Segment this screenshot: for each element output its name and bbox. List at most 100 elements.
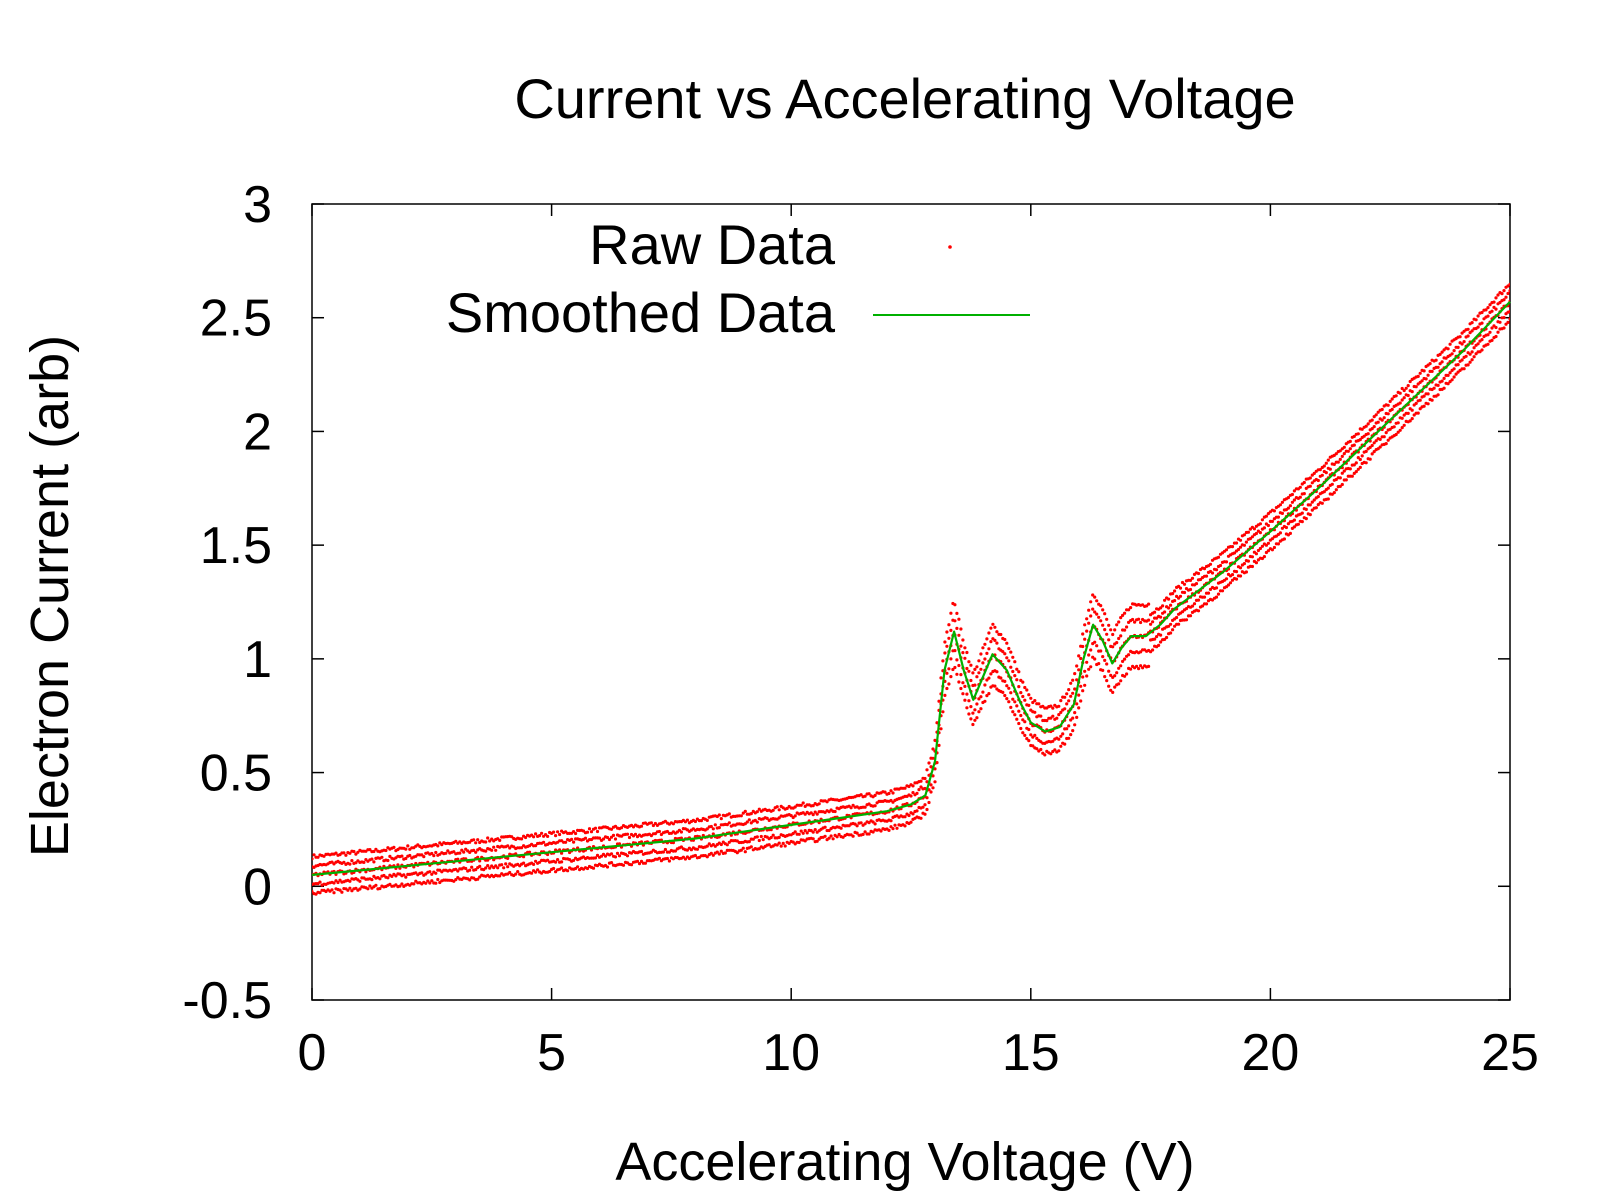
raw-data-point: [1238, 574, 1243, 578]
raw-data-point: [1083, 623, 1087, 627]
raw-data-point: [1119, 634, 1123, 638]
raw-data-point: [368, 884, 372, 888]
raw-data-point: [1292, 489, 1296, 493]
raw-data-point: [1264, 514, 1268, 518]
raw-data-point: [751, 837, 755, 841]
raw-data-point: [1310, 500, 1314, 504]
raw-data-point: [987, 631, 991, 635]
raw-data-point: [1382, 435, 1386, 439]
raw-data-point: [1272, 509, 1276, 513]
raw-data-point: [404, 856, 408, 861]
raw-data-point: [961, 681, 965, 685]
raw-data-point: [534, 870, 538, 874]
raw-data-point: [1486, 342, 1490, 346]
raw-data-point: [1167, 624, 1171, 628]
raw-data-point: [474, 841, 478, 845]
raw-data-point: [1292, 518, 1296, 522]
raw-data-point: [1348, 439, 1352, 443]
raw-data-point: [1015, 704, 1019, 708]
raw-data-point: [1025, 688, 1029, 692]
raw-data-point: [1182, 590, 1187, 595]
raw-data-point: [979, 695, 983, 699]
raw-data-point: [1031, 744, 1035, 748]
raw-data-point: [1256, 548, 1260, 553]
raw-data-point: [1350, 474, 1354, 478]
raw-data-point: [1103, 675, 1107, 679]
raw-data-point: [1202, 595, 1207, 599]
raw-data-point: [1169, 631, 1173, 635]
raw-data-point: [1121, 659, 1125, 664]
raw-data-point: [933, 780, 937, 784]
raw-data-point: [348, 886, 352, 890]
raw-data-point: [1496, 330, 1500, 334]
raw-data-point: [1322, 490, 1326, 494]
raw-data-point: [1396, 430, 1400, 434]
raw-data-point: [1159, 615, 1163, 619]
raw-data-point: [943, 651, 947, 655]
raw-data-point: [1460, 358, 1464, 362]
raw-data-point: [929, 790, 933, 794]
raw-data-point: [1338, 484, 1342, 488]
raw-data-point: [1374, 413, 1378, 417]
raw-data-point: [1386, 438, 1390, 442]
raw-data-point: [911, 812, 915, 816]
raw-data-point: [532, 835, 536, 839]
raw-data-point: [609, 852, 614, 856]
raw-data-point: [430, 879, 434, 883]
raw-data-point: [777, 835, 781, 840]
raw-data-point: [919, 785, 923, 789]
raw-data-point: [1127, 653, 1131, 657]
raw-data-point: [344, 853, 348, 857]
raw-data-point: [1328, 467, 1332, 471]
raw-data-point: [1276, 542, 1280, 546]
raw-data-point: [1290, 492, 1294, 497]
raw-data-point: [506, 844, 510, 848]
raw-data-point: [759, 834, 763, 839]
raw-data-point: [514, 872, 518, 876]
raw-data-point: [1422, 369, 1426, 373]
raw-data-point: [1105, 632, 1109, 636]
raw-data-point: [1009, 691, 1013, 695]
raw-data-point: [1003, 652, 1007, 656]
raw-data-point: [1406, 384, 1410, 388]
raw-data-point: [969, 663, 973, 667]
raw-data-point: [1262, 526, 1266, 530]
raw-data-point: [1192, 602, 1197, 606]
raw-data-point: [993, 684, 997, 688]
raw-data-point: [1354, 461, 1358, 465]
raw-data-point: [891, 791, 895, 795]
raw-data-point: [957, 633, 961, 637]
raw-data-point: [374, 883, 378, 887]
raw-data-point: [1200, 604, 1205, 608]
raw-data-point: [833, 809, 837, 814]
raw-data-point: [1159, 606, 1163, 610]
raw-data-point: [863, 805, 867, 809]
raw-data-point: [827, 828, 831, 833]
raw-data-point: [1033, 733, 1037, 738]
raw-data-point: [540, 831, 544, 835]
raw-data-point: [589, 830, 594, 834]
raw-data-point: [528, 850, 532, 854]
raw-data-point: [1464, 354, 1468, 358]
raw-data-point: [955, 611, 959, 616]
raw-data-point: [330, 888, 334, 892]
raw-data-point: [987, 692, 991, 696]
raw-data-point: [949, 657, 953, 661]
raw-data-point: [1079, 656, 1083, 661]
raw-data-point: [1270, 548, 1274, 552]
raw-data-point: [1073, 711, 1077, 715]
raw-data-point: [749, 845, 753, 849]
raw-data-point: [1023, 733, 1027, 738]
raw-data-point: [1113, 685, 1117, 689]
raw-data-point: [947, 636, 951, 640]
raw-data-point: [1398, 428, 1402, 432]
raw-data-point: [673, 849, 678, 853]
raw-data-point: [699, 819, 704, 823]
raw-data-point: [400, 882, 404, 886]
raw-data-point: [380, 855, 384, 859]
raw-data-point: [1426, 373, 1430, 377]
raw-data-point: [1502, 316, 1506, 320]
raw-data-point: [576, 865, 580, 869]
raw-data-point: [923, 803, 927, 807]
raw-data-point: [973, 683, 977, 687]
